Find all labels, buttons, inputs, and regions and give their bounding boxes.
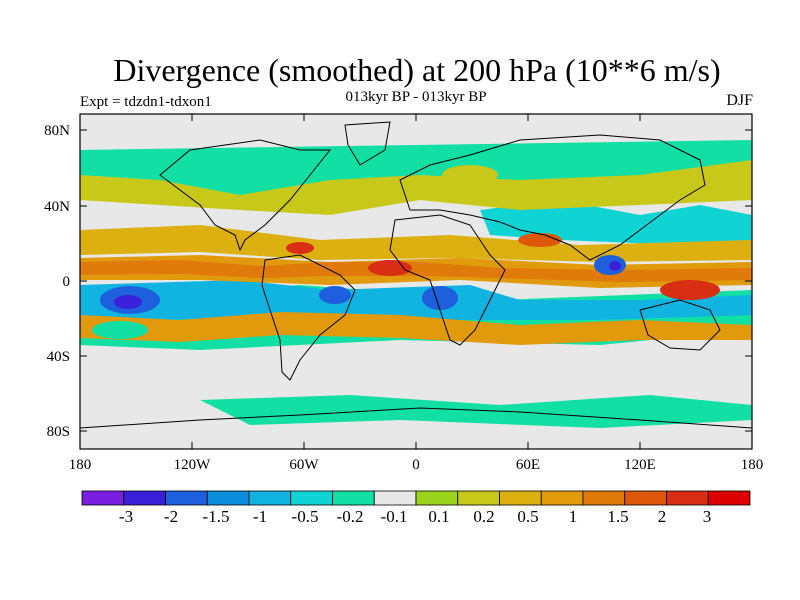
lat-label: 0	[62, 274, 71, 290]
colorbar-box	[540, 490, 584, 506]
colorbar	[81, 490, 751, 506]
coastline-north-america	[159, 139, 332, 252]
colorbar-box	[457, 490, 500, 506]
colorbar-label: -3	[118, 507, 134, 526]
colorbar-label: 1	[568, 507, 578, 526]
contour-spot	[442, 165, 498, 185]
contour-spot	[422, 286, 458, 310]
subtitle: 013kyr BP - 013kyr BP	[345, 89, 487, 105]
coastline-greenland	[344, 121, 391, 166]
coastline-africa	[389, 214, 506, 346]
contour-band	[80, 260, 752, 282]
colorbar-box	[332, 490, 375, 506]
contour-spot	[609, 261, 621, 271]
colorbar-label: -0.2	[336, 507, 364, 526]
contour-band	[200, 395, 752, 428]
colorbar-box	[373, 490, 417, 506]
contour-band	[80, 280, 752, 320]
coastline-eurasia	[399, 134, 706, 261]
colorbar-box	[499, 490, 542, 506]
lat-label: 80N	[44, 123, 70, 139]
lat-label: 40S	[46, 349, 70, 365]
colorbar-label: 0.2	[473, 507, 495, 526]
colorbar-label: -2	[163, 507, 179, 526]
lat-label: 40N	[44, 199, 70, 215]
colorbar-box	[248, 490, 292, 506]
colorbar-box	[165, 490, 208, 506]
colorbar-box	[624, 490, 667, 506]
colorbar-label: -1.5	[202, 507, 230, 526]
lon-label: 60W	[289, 457, 319, 473]
colorbar-label: 0.5	[517, 507, 539, 526]
colorbar-label: -0.1	[380, 507, 408, 526]
contour-spot	[114, 295, 142, 309]
lon-label: 180	[68, 457, 92, 473]
colorbar-label: -0.5	[291, 507, 319, 526]
colorbar-label: -1	[252, 507, 268, 526]
lon-label: 120W	[173, 457, 211, 473]
lon-label: 120E	[624, 457, 656, 473]
contour-spot	[286, 242, 314, 254]
contour-band	[80, 225, 752, 262]
contour-band	[80, 312, 752, 345]
colorbar-box	[290, 490, 333, 506]
coastline-australia	[639, 299, 721, 351]
lon-label: 60E	[515, 457, 541, 473]
divergence-field	[80, 114, 752, 449]
colorbar-box	[707, 490, 751, 506]
colorbar-box	[666, 490, 709, 506]
lat-label: 80S	[46, 424, 70, 440]
contour-spot	[518, 233, 562, 247]
colorbar-box	[81, 490, 125, 506]
colorbar-label: 1.5	[607, 507, 629, 526]
contour-band	[80, 160, 752, 215]
colorbar-label: 3	[702, 507, 712, 526]
latitude-ticks	[80, 129, 752, 432]
contour-spot	[660, 280, 720, 300]
colorbar-box	[415, 490, 459, 506]
lon-label: 180	[740, 457, 764, 473]
colorbar-box	[206, 490, 250, 506]
coastlines	[80, 121, 752, 429]
colorbar-box	[123, 490, 166, 506]
colorbar-label: 2	[657, 507, 667, 526]
colorbar-box	[582, 490, 626, 506]
coastline-antarctica	[80, 407, 752, 429]
chart-title: Divergence (smoothed) at 200 hPa (10**6 …	[113, 52, 721, 88]
coastline-south-america	[261, 254, 356, 381]
season-label: DJF	[726, 92, 753, 109]
longitude-ticks	[79, 114, 753, 449]
contour-spot	[368, 260, 412, 276]
lon-label: 0	[412, 457, 420, 473]
experiment-label: Expt = tdzdn1-tdxon1	[80, 94, 212, 110]
contour-spot	[319, 286, 351, 304]
contour-spot	[92, 321, 148, 339]
colorbar-label: 0.1	[428, 507, 450, 526]
